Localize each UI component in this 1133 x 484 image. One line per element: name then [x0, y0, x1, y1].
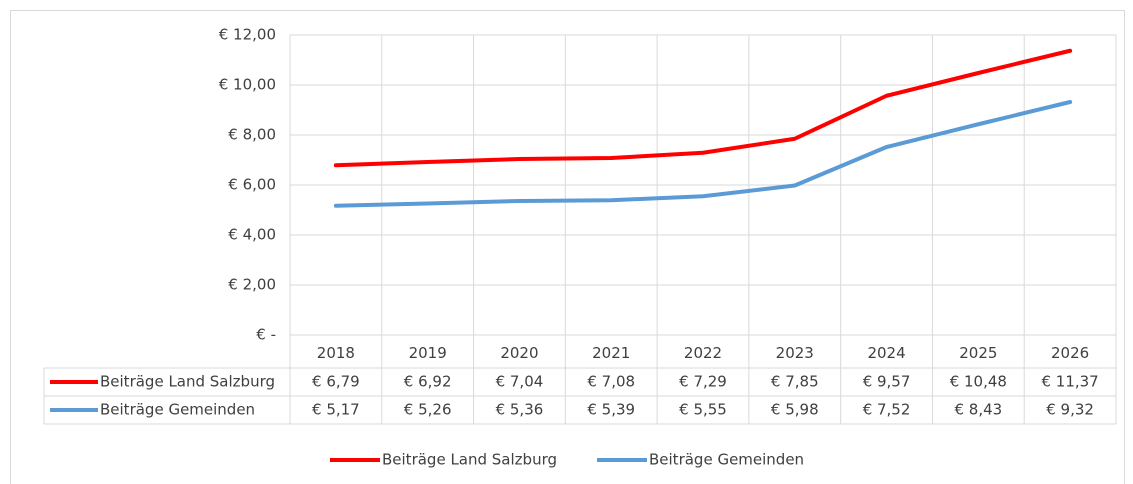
series-line	[333, 48, 1073, 168]
table-value: € 10,48	[950, 373, 1007, 391]
table-value: € 8,43	[954, 401, 1002, 419]
series-line	[333, 100, 1073, 208]
table-value: € 7,52	[863, 401, 911, 419]
table-series-name: Beiträge Gemeinden	[100, 401, 255, 419]
y-tick-label: € 8,00	[228, 126, 276, 144]
table-value: € 5,39	[587, 401, 635, 419]
table-value: € 7,85	[771, 373, 819, 391]
y-tick-label: € 12,00	[219, 26, 276, 44]
table-value: € 11,37	[1041, 373, 1098, 391]
table-value: € 6,92	[404, 373, 452, 391]
table-value: € 9,57	[863, 373, 911, 391]
x-tick-label: 2026	[1051, 344, 1089, 362]
table-value: € 5,55	[679, 401, 727, 419]
y-tick-label: € 2,00	[228, 276, 276, 294]
x-tick-label: 2025	[959, 344, 997, 362]
table-value: € 6,79	[312, 373, 360, 391]
y-tick-label: € 10,00	[219, 76, 276, 94]
x-tick-label: 2024	[867, 344, 905, 362]
x-tick-label: 2022	[684, 344, 722, 362]
table-value: € 5,36	[496, 401, 544, 419]
legend-label: Beiträge Land Salzburg	[382, 451, 557, 469]
table-value: € 5,17	[312, 401, 360, 419]
table-value: € 5,26	[404, 401, 452, 419]
x-tick-label: 2020	[500, 344, 538, 362]
legend-label: Beiträge Gemeinden	[649, 451, 804, 469]
y-tick-label: € 4,00	[228, 226, 276, 244]
table-value: € 5,98	[771, 401, 819, 419]
table-series-name: Beiträge Land Salzburg	[100, 373, 275, 391]
chart-border	[10, 10, 1125, 484]
x-tick-label: 2021	[592, 344, 630, 362]
table-value: € 7,29	[679, 373, 727, 391]
y-tick-label: € 6,00	[228, 176, 276, 194]
table-value: € 7,08	[587, 373, 635, 391]
x-tick-label: 2023	[776, 344, 814, 362]
x-tick-label: 2018	[317, 344, 355, 362]
x-tick-label: 2019	[409, 344, 447, 362]
table-value: € 7,04	[496, 373, 544, 391]
y-tick-label: € -	[256, 326, 276, 344]
table-value: € 9,32	[1046, 401, 1094, 419]
